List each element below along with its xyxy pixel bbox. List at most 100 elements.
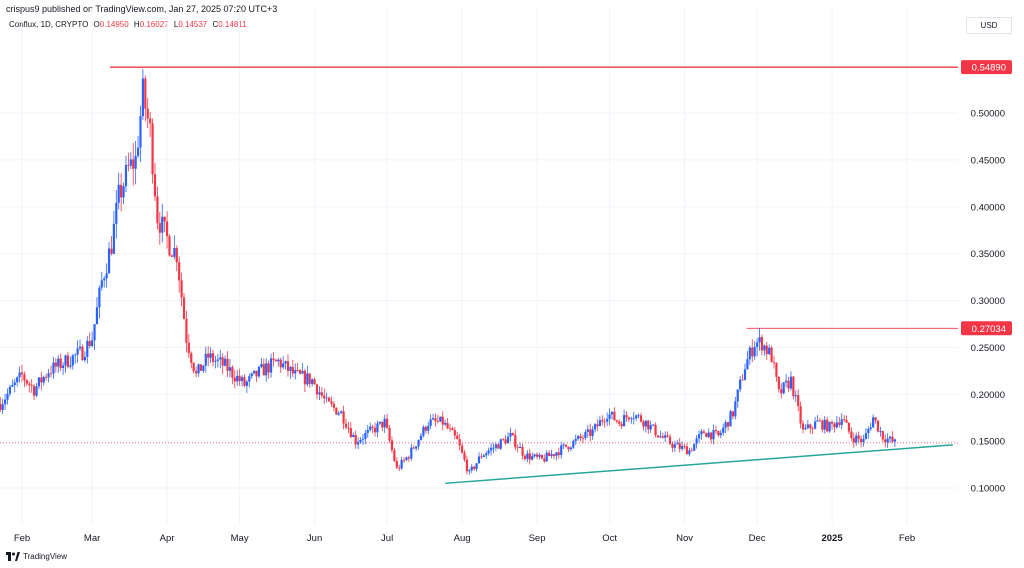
candle-down [373, 427, 377, 433]
candle-up [95, 307, 99, 325]
candle-down [857, 435, 860, 439]
candle-up [755, 342, 759, 347]
candle-up [574, 438, 577, 441]
price-level-label: 0.54890 [972, 63, 1006, 74]
candle-down [386, 418, 389, 428]
candle-up [695, 438, 698, 444]
candle-up [257, 366, 261, 377]
candle-down [801, 423, 805, 430]
candle-down [127, 164, 130, 166]
candle-up [253, 370, 256, 374]
candle-up [828, 421, 831, 432]
candle-down [548, 452, 551, 457]
chart-grid [0, 8, 958, 525]
candle-down [811, 428, 814, 430]
candle-down [192, 362, 195, 372]
candle-down [407, 457, 410, 459]
open-key: O [93, 20, 100, 29]
candle-down [54, 362, 57, 367]
candle-down [666, 435, 669, 437]
candle-up [369, 426, 372, 430]
candle-down [30, 384, 33, 386]
candle-down [557, 452, 560, 456]
price-level-badge [961, 60, 1012, 75]
candle-down [49, 373, 53, 375]
candle-up [269, 358, 273, 373]
candle-down [434, 418, 437, 421]
candle-down [671, 443, 674, 448]
candle-up [722, 427, 725, 433]
candle-down [731, 411, 735, 417]
candle-up [352, 434, 355, 438]
candle-up [794, 395, 797, 397]
candle-up [224, 358, 227, 366]
candle-down [881, 431, 884, 440]
candle-down [149, 118, 152, 124]
price-axis: 0.10000 0.15000 0.20000 0.25000 0.30000 0.350… [971, 109, 1005, 495]
candle-down [543, 458, 546, 462]
price-level-label: 0.27034 [972, 324, 1006, 335]
candle-down [647, 420, 650, 430]
candle-up [204, 353, 207, 366]
candle-down [770, 347, 773, 363]
candle-down [581, 437, 585, 439]
candle-up [538, 454, 541, 457]
candle-down [627, 417, 631, 420]
candle-up [37, 377, 41, 387]
candle-up [864, 433, 867, 440]
candle-down [528, 453, 531, 460]
time-tick-label: Nov [676, 533, 693, 544]
candle-down [502, 439, 505, 441]
candle-down [620, 423, 623, 427]
candle-down [178, 262, 181, 281]
candle-down [618, 421, 621, 424]
candle-down [891, 436, 894, 442]
time-tick-label: Feb [899, 533, 915, 544]
candle-down [702, 431, 705, 434]
candle-up [419, 435, 423, 441]
candle-down [843, 419, 846, 420]
candle-up [364, 432, 367, 440]
candle-down [163, 216, 166, 222]
candle-down [40, 377, 43, 383]
candle-down [460, 445, 464, 453]
candle-up [359, 439, 362, 443]
candle-up [410, 447, 413, 459]
candle-up [610, 411, 614, 415]
candle-down [714, 429, 718, 431]
candle-up [209, 353, 212, 358]
candle-down [552, 454, 556, 456]
candle-down [683, 445, 686, 447]
candle-up [782, 382, 785, 394]
candle-up [630, 418, 633, 420]
candle-down [639, 415, 643, 422]
candle-up [214, 360, 217, 362]
candle-up [489, 447, 493, 451]
candle-down [23, 374, 26, 381]
candle-up [545, 452, 548, 462]
candle-up [688, 450, 691, 455]
candle-down [436, 420, 440, 422]
candle-down [717, 430, 720, 436]
candle-up [519, 446, 522, 448]
candle-down [678, 443, 681, 449]
candle-down [344, 423, 348, 428]
candle-up [724, 422, 727, 428]
candle-up [248, 376, 251, 382]
candle-down [32, 385, 36, 396]
candle-down [456, 435, 459, 440]
candle-up [16, 377, 19, 383]
candle-down [25, 380, 28, 384]
candle-up [886, 438, 889, 443]
candle-up [707, 432, 710, 438]
candle-up [867, 429, 870, 434]
symbol-name: Conflux, 1D, CRYPTO [9, 20, 89, 29]
candle-down [567, 446, 570, 450]
candle-up [260, 364, 263, 367]
currency-selector[interactable]: USD [966, 17, 1012, 34]
candle-down [390, 440, 394, 451]
candle-down [446, 422, 449, 429]
candle-down [272, 358, 275, 360]
candle-down [480, 456, 483, 458]
